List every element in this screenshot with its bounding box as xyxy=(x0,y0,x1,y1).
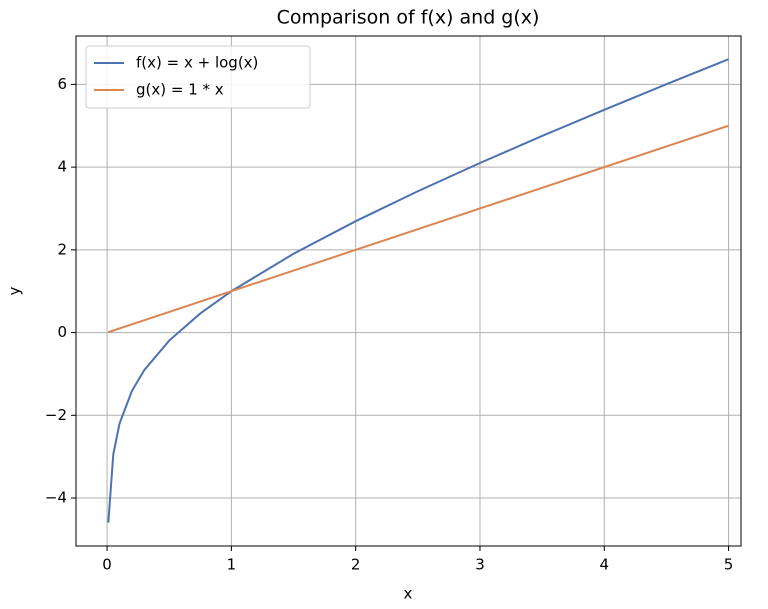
x-tick-label: 0 xyxy=(102,556,112,574)
y-tick-label: 6 xyxy=(57,75,67,93)
legend-label: g(x) = 1 * x xyxy=(136,81,224,99)
y-tick-label: 4 xyxy=(57,158,67,176)
x-tick-label: 2 xyxy=(351,556,361,574)
y-axis-label: y xyxy=(6,286,24,295)
y-tick-label: 2 xyxy=(57,240,67,258)
series-line xyxy=(107,58,729,523)
x-tick-label: 3 xyxy=(475,556,485,574)
y-tick-label: 0 xyxy=(57,323,67,341)
chart-title: Comparison of f(x) and g(x) xyxy=(277,7,540,29)
x-tick-label: 1 xyxy=(227,556,237,574)
y-tick-label: −2 xyxy=(45,406,67,424)
legend-box xyxy=(85,45,311,109)
x-tick-label: 5 xyxy=(724,556,734,574)
x-tick-label: 4 xyxy=(599,556,609,574)
series-line xyxy=(108,124,729,334)
x-axis-label: x xyxy=(404,585,413,603)
plot-frame xyxy=(75,35,742,547)
y-tick-label: −4 xyxy=(45,489,67,507)
legend-label: f(x) = x + log(x) xyxy=(136,54,258,72)
